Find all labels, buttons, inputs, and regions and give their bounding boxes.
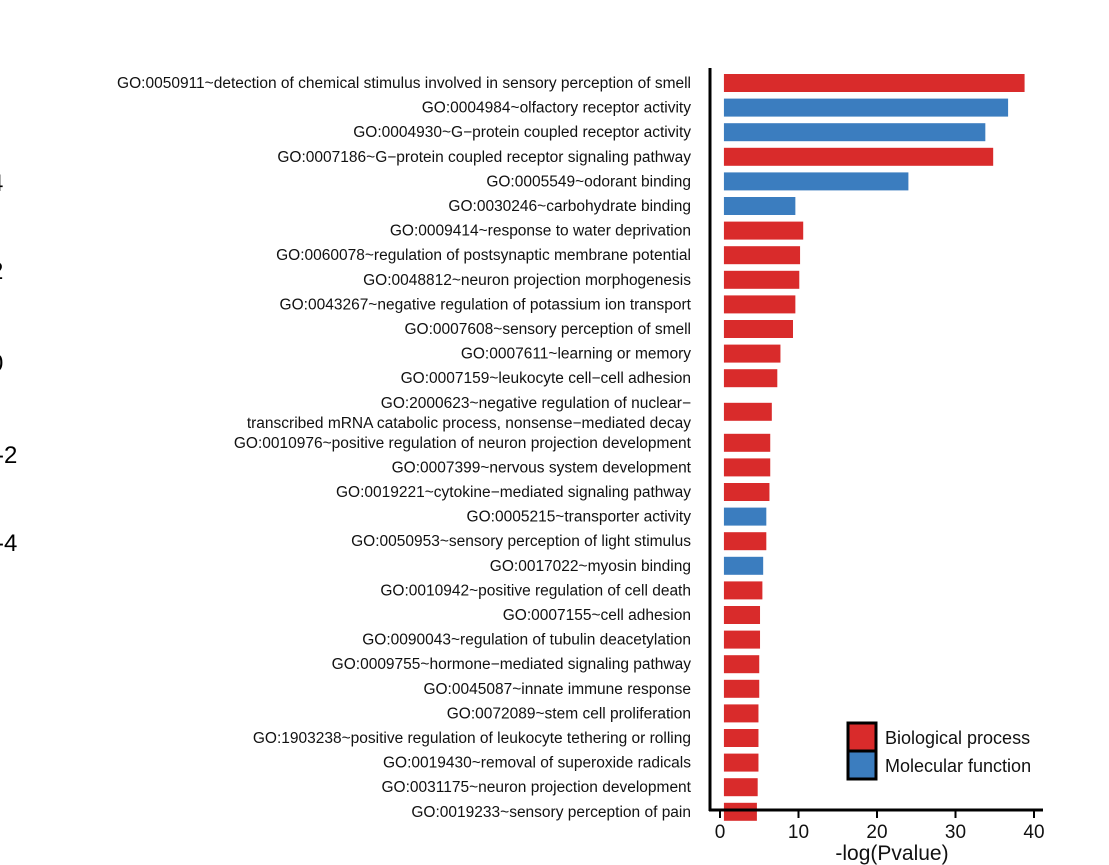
category-label: GO:0004930~G−protein coupled receptor ac… — [353, 124, 691, 141]
bar-9 — [723, 270, 800, 289]
category-label: GO:1903238~positive regulation of leukoc… — [253, 730, 691, 747]
bar-7 — [723, 221, 804, 240]
category-label: GO:0019221~cytokine−mediated signaling p… — [336, 484, 691, 501]
side-axis-label: 4 — [0, 170, 3, 198]
bar-30 — [723, 802, 757, 821]
category-label: GO:0043267~negative regulation of potass… — [280, 296, 692, 313]
bar-5 — [723, 172, 909, 191]
category-label: GO:0048812~neuron projection morphogenes… — [363, 272, 691, 289]
category-label: GO:0010942~positive regulation of cell d… — [380, 582, 691, 599]
bar-11 — [723, 320, 794, 338]
legend: Biological process Molecular function — [846, 721, 1031, 781]
bar-27 — [723, 729, 759, 747]
category-label: GO:0050911~detection of chemical stimulu… — [117, 75, 691, 92]
side-axis-label: -4 — [0, 530, 18, 557]
category-label: GO:2000623~negative regulation of nuclea… — [247, 395, 691, 432]
x-tick-label: 0 — [715, 822, 726, 843]
bar-12 — [723, 344, 781, 363]
category-label: GO:0004984~olfactory receptor activity — [422, 100, 691, 117]
category-label: GO:0007155~cell adhesion — [503, 607, 691, 624]
category-label: GO:0090043~regulation of tubulin deacety… — [362, 632, 691, 649]
bar-6 — [723, 197, 796, 215]
bar-2 — [723, 98, 1009, 117]
bar-15 — [723, 433, 771, 452]
category-label: GO:0019430~removal of superoxide radical… — [383, 755, 691, 772]
bar-26 — [723, 704, 759, 723]
bar-14 — [723, 402, 772, 421]
category-label: GO:0007608~sensory perception of smell — [405, 321, 692, 338]
bar-22 — [723, 606, 761, 624]
bar-3 — [723, 123, 986, 142]
category-label: GO:0019233~sensory perception of pain — [411, 804, 691, 821]
category-label: GO:0007399~nervous system development — [392, 459, 692, 476]
legend-label: Molecular function — [885, 756, 1031, 776]
bar-13 — [723, 369, 778, 388]
bar-16 — [723, 458, 771, 477]
bar-23 — [723, 630, 761, 649]
category-label: GO:0007159~leukocyte cell−cell adhesion — [401, 370, 691, 387]
axis-layer: 0 10 20 30 40 -log(Pvalue) — [708, 68, 1045, 865]
category-label: GO:0045087~innate immune response — [423, 681, 691, 698]
x-axis-title: -log(Pvalue) — [835, 842, 948, 865]
bar-19 — [723, 532, 767, 551]
bar-29 — [723, 778, 758, 797]
side-axis-label: 0 — [0, 350, 3, 378]
side-axis-label: 2 — [0, 258, 3, 286]
category-label: GO:0030246~carbohydrate binding — [448, 198, 691, 215]
category-label: GO:0060078~regulation of postsynaptic me… — [276, 247, 691, 264]
bar-20 — [723, 556, 764, 575]
side-axis-label: -2 — [0, 442, 18, 469]
x-tick-label: 40 — [1023, 822, 1044, 843]
category-label: GO:0007186~G−protein coupled receptor si… — [277, 149, 691, 166]
x-tick-label: 20 — [866, 822, 887, 843]
bar-28 — [723, 753, 759, 772]
bar-24 — [723, 655, 760, 674]
bars-layer — [723, 74, 1025, 821]
legend-swatch — [846, 721, 878, 753]
bar-10 — [723, 295, 796, 314]
legend-label: Biological process — [885, 728, 1030, 748]
category-label: GO:0005549~odorant binding — [486, 173, 691, 190]
bar-21 — [723, 581, 763, 600]
category-label: GO:0031175~neuron projection development — [381, 779, 691, 796]
category-label: GO:0005215~transporter activity — [467, 509, 692, 526]
x-tick-label: 30 — [945, 822, 966, 843]
category-label: GO:0050953~sensory perception of light s… — [351, 533, 691, 550]
bar-4 — [723, 147, 994, 166]
category-labels-layer: GO:0050911~detection of chemical stimulu… — [117, 75, 692, 821]
bar-17 — [723, 483, 770, 501]
bar-8 — [723, 246, 801, 265]
category-label: GO:0072089~stem cell proliferation — [447, 705, 691, 722]
bar-18 — [723, 507, 767, 526]
category-label: GO:0009755~hormone−mediated signaling pa… — [332, 656, 692, 673]
x-tick-label: 10 — [788, 822, 809, 843]
category-label: GO:0017022~myosin binding — [490, 558, 691, 575]
legend-swatch — [846, 749, 878, 781]
category-label: GO:0009414~response to water deprivation — [390, 223, 691, 240]
bar-1 — [723, 74, 1025, 92]
bar-25 — [723, 679, 760, 698]
category-label: GO:0010976~positive regulation of neuron… — [234, 435, 692, 452]
category-label: GO:0007611~learning or memory — [461, 346, 691, 363]
